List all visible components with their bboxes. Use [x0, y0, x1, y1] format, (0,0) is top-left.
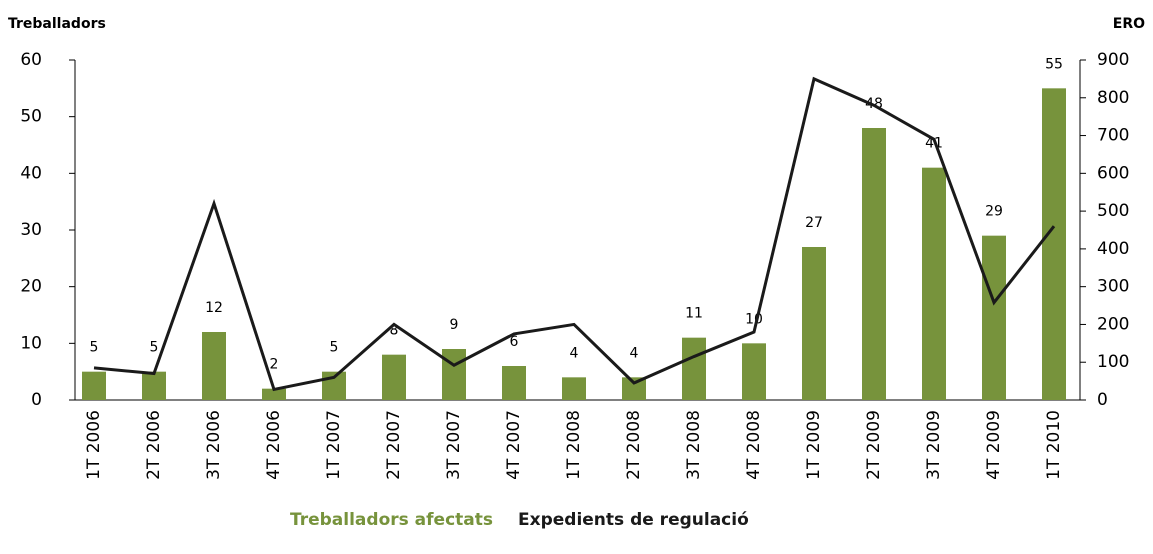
- y-tick-label: 10: [20, 333, 42, 353]
- x-tick-label: 3T 2008: [684, 410, 704, 480]
- x-tick-label: 3T 2009: [924, 410, 944, 480]
- y-axis-title: Treballadors: [8, 16, 106, 32]
- y2-tick-label: 0: [1097, 390, 1108, 410]
- bar: [262, 388, 286, 400]
- legend-label: Treballadors afectats: [290, 510, 493, 530]
- bar: [502, 366, 526, 400]
- y-tick-label: 20: [20, 277, 42, 297]
- y2-tick-label: 500: [1097, 201, 1129, 221]
- data-label: 2: [270, 357, 279, 373]
- data-label: 6: [510, 334, 519, 350]
- x-tick-label: 1T 2009: [804, 410, 824, 480]
- data-label: 9: [450, 317, 459, 333]
- bar: [742, 343, 766, 400]
- data-label: 29: [985, 204, 1003, 220]
- x-tick-label: 4T 2007: [504, 410, 524, 480]
- bar: [982, 235, 1006, 400]
- data-label: 11: [685, 306, 703, 322]
- y2-tick-label: 400: [1097, 239, 1129, 259]
- data-label: 4: [630, 345, 639, 361]
- bar: [802, 247, 826, 400]
- x-tick-label: 4T 2009: [984, 410, 1004, 480]
- x-tick-label: 2T 2007: [384, 410, 404, 480]
- data-label: 27: [805, 215, 823, 231]
- y2-tick-label: 100: [1097, 352, 1129, 372]
- y-tick-label: 0: [31, 390, 42, 410]
- bar: [82, 371, 106, 400]
- data-label: 55: [1045, 56, 1063, 72]
- bar: [562, 377, 586, 400]
- line: [93, 76, 1056, 392]
- data-label: 5: [90, 340, 99, 356]
- bar: [202, 332, 226, 400]
- legend-label: Expedients de regulació: [518, 510, 749, 530]
- y2-tick-label: 300: [1097, 277, 1129, 297]
- data-label: 5: [330, 340, 339, 356]
- data-label: 12: [205, 300, 223, 316]
- bar: [922, 167, 946, 400]
- y2-tick-label: 800: [1097, 88, 1129, 108]
- bar: [442, 349, 466, 400]
- y-tick-label: 40: [20, 163, 42, 183]
- data-label: 10: [745, 311, 763, 327]
- data-label: 8: [390, 323, 399, 339]
- x-tick-label: 1T 2008: [564, 410, 584, 480]
- x-tick-label: 4T 2008: [744, 410, 764, 480]
- bar: [622, 377, 646, 400]
- x-tick-label: 1T 2006: [84, 410, 104, 480]
- bar: [1042, 88, 1066, 400]
- x-tick-label: 2T 2009: [864, 410, 884, 480]
- x-tick-label: 4T 2006: [264, 410, 284, 480]
- y-tick-label: 50: [20, 107, 42, 127]
- data-label: 4: [570, 345, 579, 361]
- x-tick-label: 1T 2007: [324, 410, 344, 480]
- x-tick-label: 2T 2006: [144, 410, 164, 480]
- y2-axis-title: ERO: [1113, 16, 1145, 32]
- x-tick-label: 3T 2006: [204, 410, 224, 480]
- y-tick-label: 60: [20, 50, 42, 70]
- y2-tick-label: 900: [1097, 50, 1129, 70]
- x-tick-label: 1T 2010: [1044, 410, 1064, 480]
- bar: [142, 371, 166, 400]
- y2-tick-label: 700: [1097, 126, 1129, 146]
- y2-tick-label: 200: [1097, 314, 1129, 334]
- data-label: 5: [150, 340, 159, 356]
- bar: [682, 337, 706, 400]
- x-tick-label: 2T 2008: [624, 410, 644, 480]
- y2-tick-label: 600: [1097, 163, 1129, 183]
- bar: [382, 354, 406, 400]
- y-tick-label: 30: [20, 220, 42, 240]
- x-tick-label: 3T 2007: [444, 410, 464, 480]
- bar: [862, 128, 886, 400]
